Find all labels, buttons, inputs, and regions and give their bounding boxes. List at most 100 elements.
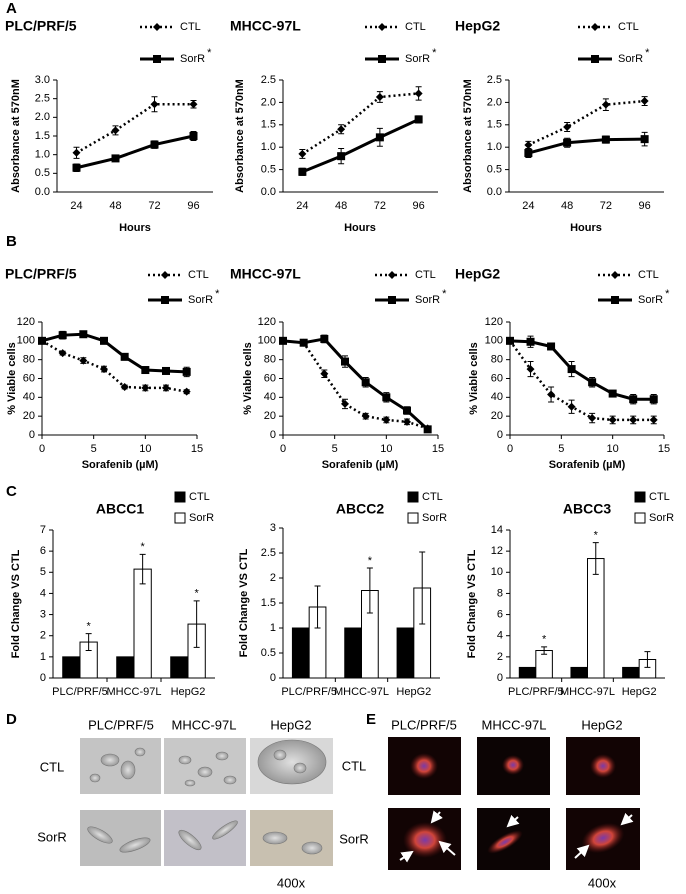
point [423,425,432,434]
column-label: HepG2 [270,717,311,732]
column-label: MHCC-97L [171,717,236,732]
y-tick-label: 2.0 [261,96,276,108]
y-tick-label: 1.5 [261,597,276,609]
x-tick-label: 24 [522,200,534,212]
y-tick-label: 20 [491,410,503,422]
y-tick-label: 1.0 [487,141,502,153]
x-tick-label: 96 [413,200,425,212]
y-tick-label: 1.5 [487,119,502,131]
y-tick-label: 20 [23,410,35,422]
y-tick-label: 80 [264,354,276,366]
y-tick-label: 80 [23,354,35,366]
error-bar [314,585,321,629]
y-axis-label: Absorbance at 570nM [234,79,246,193]
bar [396,627,415,679]
legend-label: SorR [180,53,205,65]
point [320,334,329,343]
point [162,383,170,392]
y-tick-label: 4 [497,630,503,642]
chart-title: ABCC1 [96,501,144,517]
x-tick-label: 5 [332,443,338,455]
x-tick-label: 72 [600,200,612,212]
bar [62,656,81,679]
y-tick-label: 0.5 [261,164,276,176]
point [189,100,198,109]
legend-marker [378,23,386,31]
y-tick-label: 100 [17,335,35,347]
y-tick-label: 1.0 [261,141,276,153]
point [547,342,556,351]
point [567,365,576,374]
point [563,123,572,132]
x-tick-label: 0 [39,443,45,455]
x-tick-label: 72 [374,200,386,212]
y-tick-label: 0 [497,672,503,684]
legend-note: * [215,288,220,300]
legend-swatch [174,491,186,503]
point [382,393,391,402]
point [298,149,307,158]
legend-swatch [174,512,186,524]
y-tick-label: 6 [497,608,503,620]
x-tick-label: 10 [607,443,619,455]
point [526,365,535,374]
x-tick-label: 15 [432,443,444,455]
significance: * [594,530,599,542]
x-tick-label: 96 [639,200,651,212]
error-bar [541,646,548,655]
column-label: MHCC-97L [481,717,546,732]
bar [291,627,310,679]
point [526,337,535,346]
x-tick-label: HepG2 [622,686,657,698]
point [341,357,349,366]
x-tick-label: 5 [91,443,97,455]
point [506,336,514,345]
y-tick-label: 6 [40,545,46,557]
magnification: 400x [588,875,617,890]
point [299,338,308,347]
point [524,149,533,158]
x-tick-label: 15 [191,443,203,455]
legend-marker [161,296,169,304]
point [563,138,572,147]
chart-title: PLC/PRF/5 [5,266,77,282]
y-axis-label: % Viable cells [6,342,18,415]
legend-label: SorR [188,294,213,306]
x-axis-label: Hours [344,222,376,234]
x-tick-label: 0 [280,443,286,455]
point [150,100,159,109]
x-tick-label: 48 [561,200,573,212]
point [120,382,129,391]
x-axis-label: Hours [570,222,602,234]
point [640,97,649,106]
point [111,154,120,163]
legend-label: SorR [189,512,214,524]
y-tick-label: 10 [491,566,503,578]
y-axis-label: Fold Change VS CTL [466,549,478,658]
point [58,331,67,340]
panel-label: C [6,483,17,500]
legend-swatch [634,512,646,524]
point [279,336,287,345]
error-bar [419,551,426,625]
chart-title: ABCC3 [563,501,611,517]
chart-title: PLC/PRF/5 [5,18,77,34]
error-bar [139,553,146,585]
chart-title: ABCC2 [336,501,384,517]
point [608,415,617,424]
legend-label: CTL [189,491,210,503]
x-tick-label: PLC/PRF/5 [281,686,337,698]
x-tick-label: 24 [70,200,82,212]
series-line [301,118,420,174]
legend-marker [611,296,619,304]
legend-label: CTL [649,491,670,503]
point [601,135,610,144]
point [100,365,108,374]
point [72,148,81,157]
y-tick-label: 2.5 [35,93,50,105]
x-tick-label: 10 [380,443,392,455]
point [38,336,46,345]
panel-label: A [6,0,17,17]
y-tick-label: 3 [270,522,276,534]
